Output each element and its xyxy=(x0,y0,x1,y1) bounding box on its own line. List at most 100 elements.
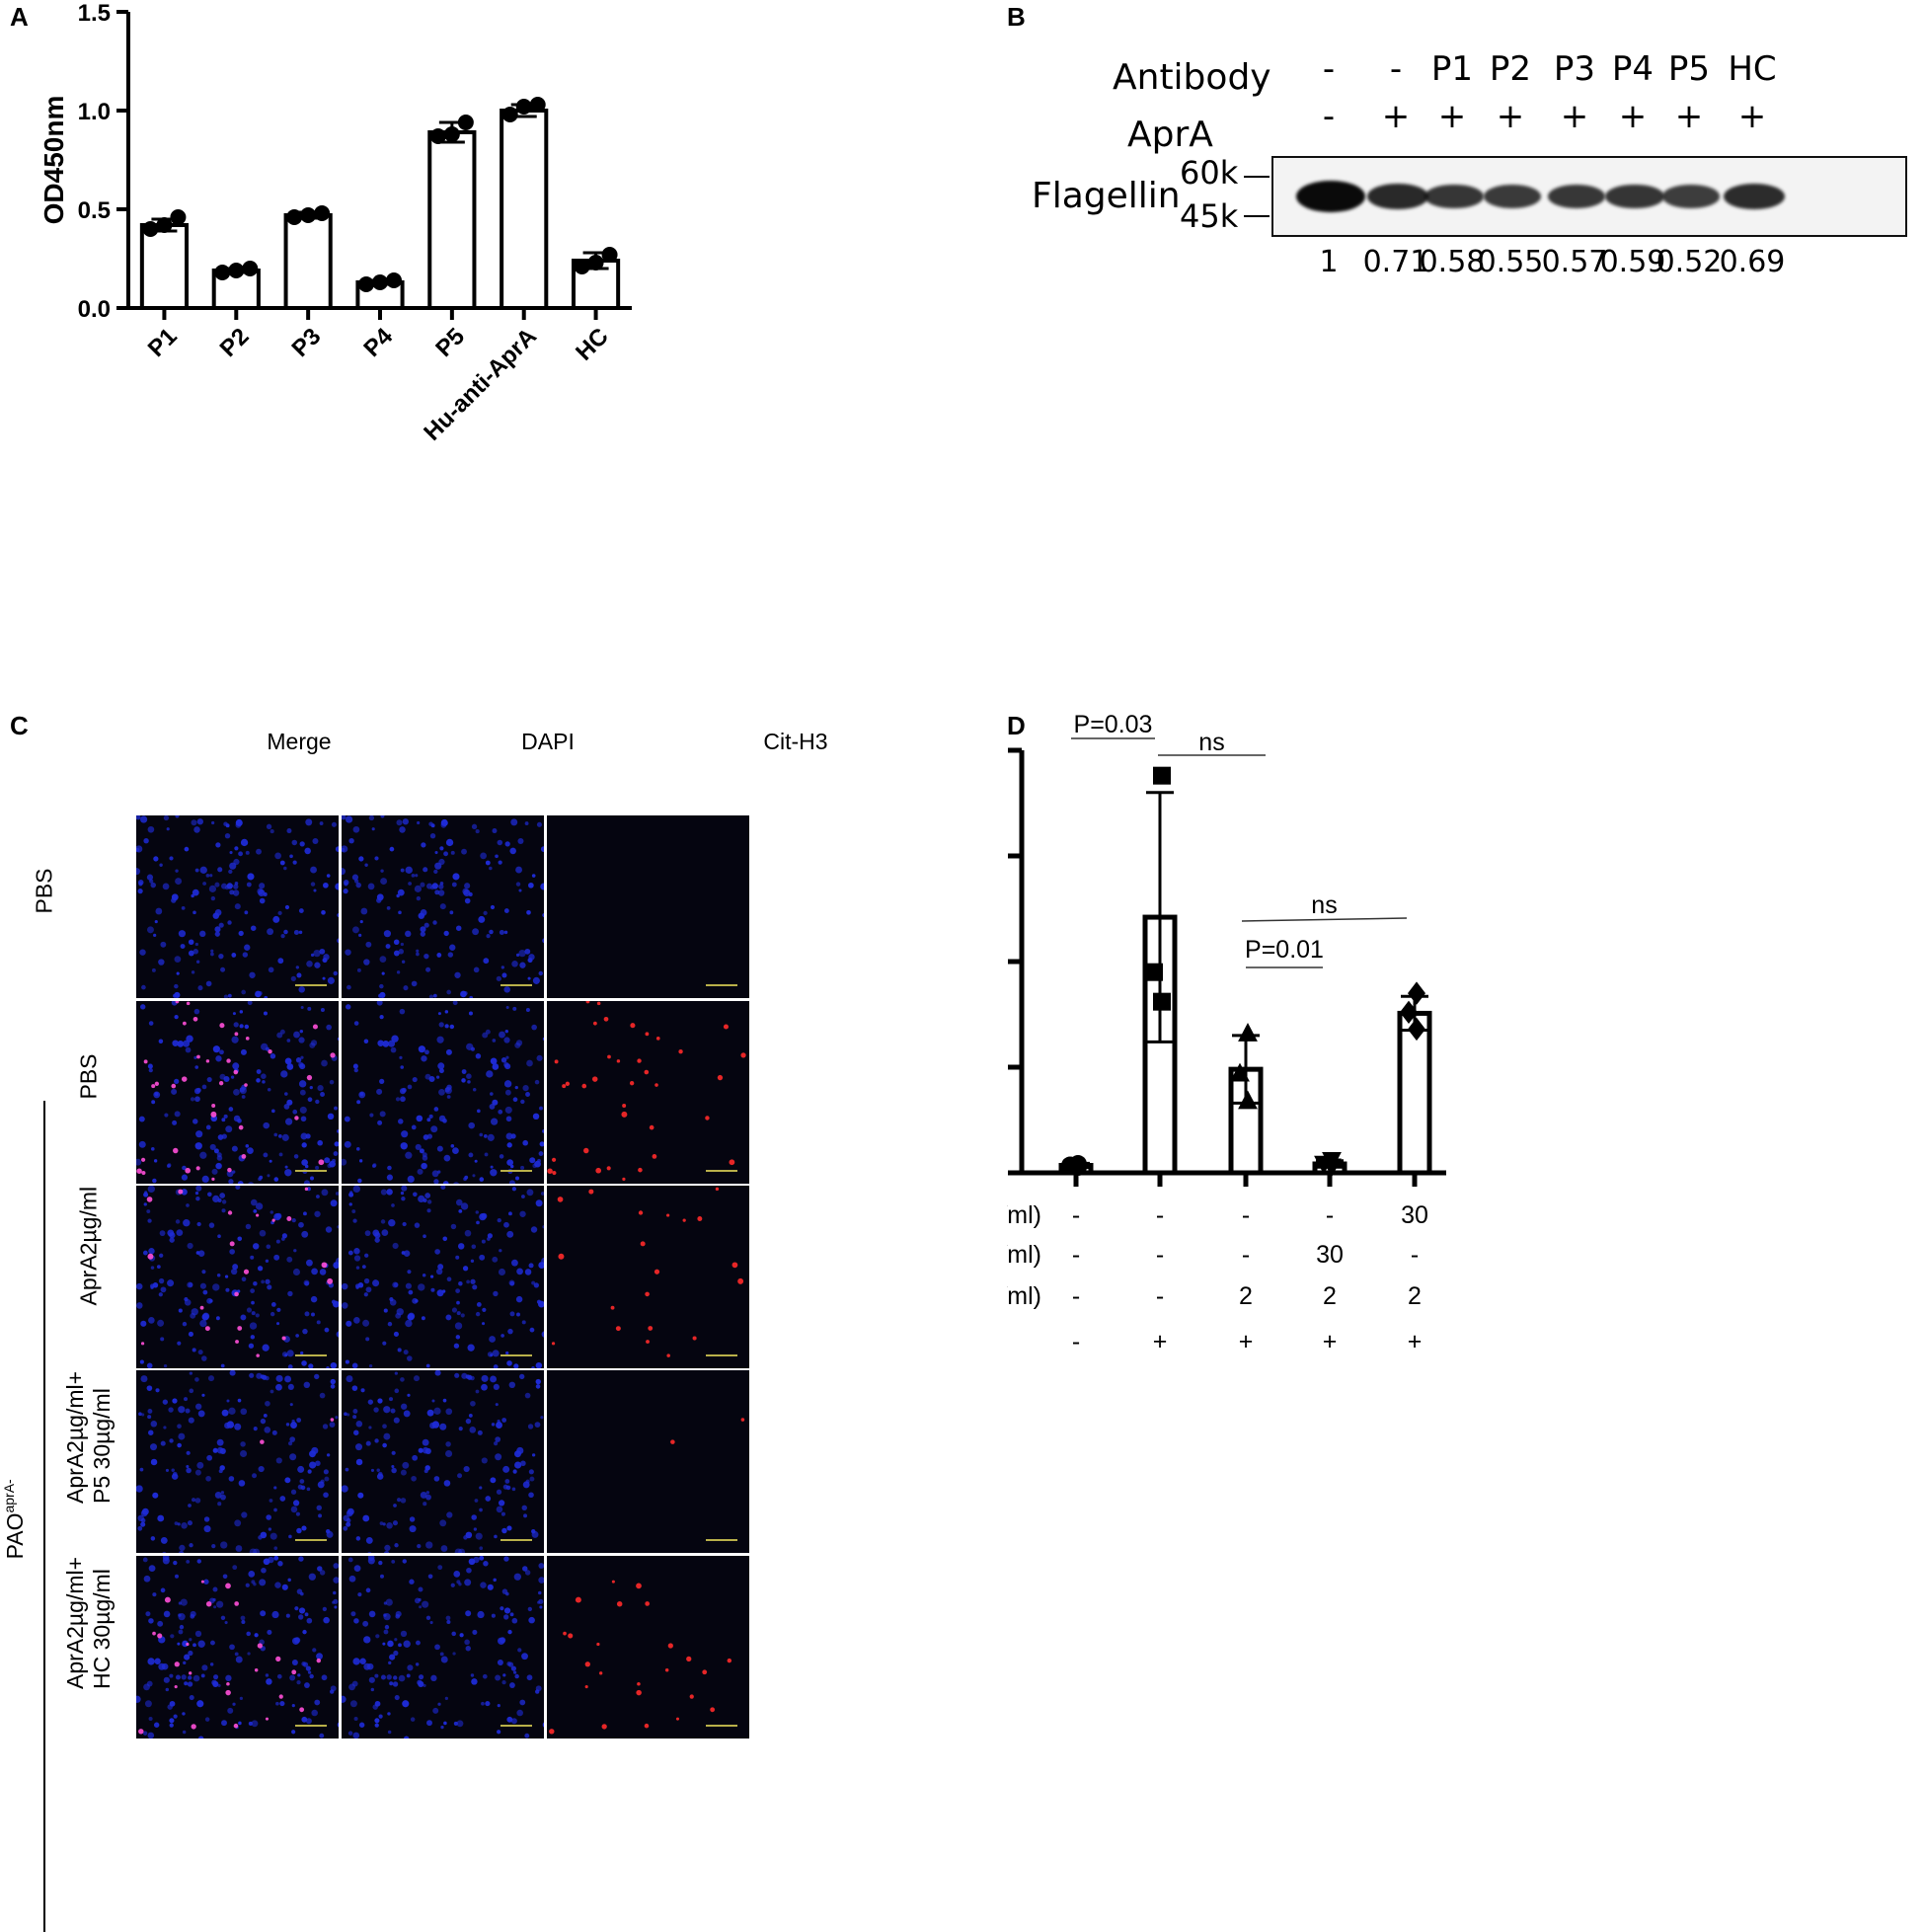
nucleus xyxy=(269,1053,276,1059)
y-tick-label: 0.0 xyxy=(78,296,111,323)
condition-cell: + xyxy=(1153,1328,1168,1355)
nucleus xyxy=(353,1255,361,1262)
nucleus xyxy=(175,815,180,818)
nucleus xyxy=(314,962,321,968)
nucleus xyxy=(235,1186,241,1190)
nucleus xyxy=(177,1040,185,1047)
nucleus xyxy=(467,1080,471,1084)
cit-h3-signal xyxy=(667,1643,673,1649)
nucleus xyxy=(376,1468,380,1472)
nucleus xyxy=(139,1467,144,1472)
cit-h3-signal xyxy=(318,1159,325,1166)
nucleus xyxy=(289,1403,293,1407)
apra-lane-label: + xyxy=(1618,97,1648,136)
nucleus xyxy=(264,1427,271,1433)
x-tick-label: HC xyxy=(571,323,614,366)
nucleus xyxy=(330,1384,336,1389)
nucleus xyxy=(503,930,508,935)
nucleus xyxy=(286,1039,291,1043)
nucleus xyxy=(260,1418,267,1425)
nucleus xyxy=(532,1113,540,1121)
nucleus xyxy=(542,1128,544,1133)
nucleus xyxy=(472,1087,477,1092)
nucleus xyxy=(352,1409,358,1414)
nucleus xyxy=(329,1422,336,1428)
cit-h3-signal xyxy=(271,1218,275,1222)
nucleus xyxy=(210,952,214,957)
nucleus xyxy=(273,1507,277,1512)
nucleus xyxy=(296,1679,301,1685)
nucleus xyxy=(497,1704,500,1708)
nucleus xyxy=(231,1036,239,1043)
nucleus xyxy=(273,1132,278,1137)
nucleus xyxy=(411,980,418,987)
nucleus xyxy=(285,1118,293,1125)
nucleus xyxy=(196,818,203,825)
band-quantification: 0.57 xyxy=(1541,245,1608,279)
nucleus xyxy=(433,1107,439,1112)
nucleus xyxy=(323,1469,329,1475)
nucleus xyxy=(293,1637,301,1644)
nucleus xyxy=(440,822,447,828)
nucleus xyxy=(493,1290,499,1297)
nucleus xyxy=(217,1234,221,1239)
nucleus xyxy=(292,860,297,865)
nucleus xyxy=(473,1527,478,1531)
nucleus xyxy=(277,910,282,915)
bar xyxy=(139,223,190,310)
nucleus xyxy=(380,878,388,886)
nucleus xyxy=(214,1491,222,1499)
nucleus xyxy=(289,854,293,859)
nucleus xyxy=(171,1088,178,1095)
nucleus xyxy=(383,1601,388,1605)
nucleus xyxy=(396,970,401,974)
nucleus xyxy=(438,1115,446,1122)
nucleus xyxy=(528,954,535,961)
nucleus xyxy=(506,1716,513,1723)
nucleus xyxy=(286,1063,294,1070)
nucleus xyxy=(514,1450,521,1458)
cell-field xyxy=(549,1580,732,1735)
nucleus xyxy=(232,1565,238,1571)
nucleus xyxy=(451,1307,458,1313)
nucleus xyxy=(296,972,302,978)
nucleus xyxy=(194,1065,199,1069)
nucleus xyxy=(348,1575,356,1583)
nucleus xyxy=(393,1417,400,1424)
nucleus xyxy=(177,1341,182,1346)
nucleus xyxy=(232,1012,236,1016)
x-tick-label: P2 xyxy=(215,323,255,362)
nucleus xyxy=(211,1544,216,1549)
nucleus xyxy=(326,1530,334,1538)
nucleus xyxy=(136,1485,143,1493)
cit-h3-signal xyxy=(717,1074,724,1081)
nucleus xyxy=(378,1560,383,1566)
nucleus xyxy=(156,1265,161,1270)
nucleus xyxy=(317,1139,323,1146)
nucleus xyxy=(235,1545,243,1552)
nucleus xyxy=(388,1397,394,1402)
nucleus xyxy=(510,1665,516,1671)
nucleus xyxy=(269,1159,272,1163)
nucleus xyxy=(178,1613,182,1617)
nucleus xyxy=(418,1586,423,1592)
cit-h3-signal xyxy=(621,1111,628,1118)
cit-h3-signal xyxy=(637,1681,641,1686)
nucleus xyxy=(449,944,456,951)
nucleus xyxy=(261,1073,267,1079)
nucleus xyxy=(150,1421,158,1428)
nucleus xyxy=(414,885,423,892)
nucleus xyxy=(227,920,232,925)
nucleus xyxy=(402,1700,410,1708)
nucleus xyxy=(343,889,348,894)
nucleus xyxy=(461,1069,467,1074)
antibody-lane-label: P1 xyxy=(1430,49,1474,89)
nucleus xyxy=(439,1519,447,1527)
nucleus xyxy=(233,1022,239,1028)
nucleus xyxy=(467,1344,475,1352)
nucleus xyxy=(387,1712,391,1716)
nucleus xyxy=(306,1487,311,1492)
data-point xyxy=(501,107,518,122)
nucleus xyxy=(147,1186,155,1194)
nucleus xyxy=(246,1631,251,1637)
